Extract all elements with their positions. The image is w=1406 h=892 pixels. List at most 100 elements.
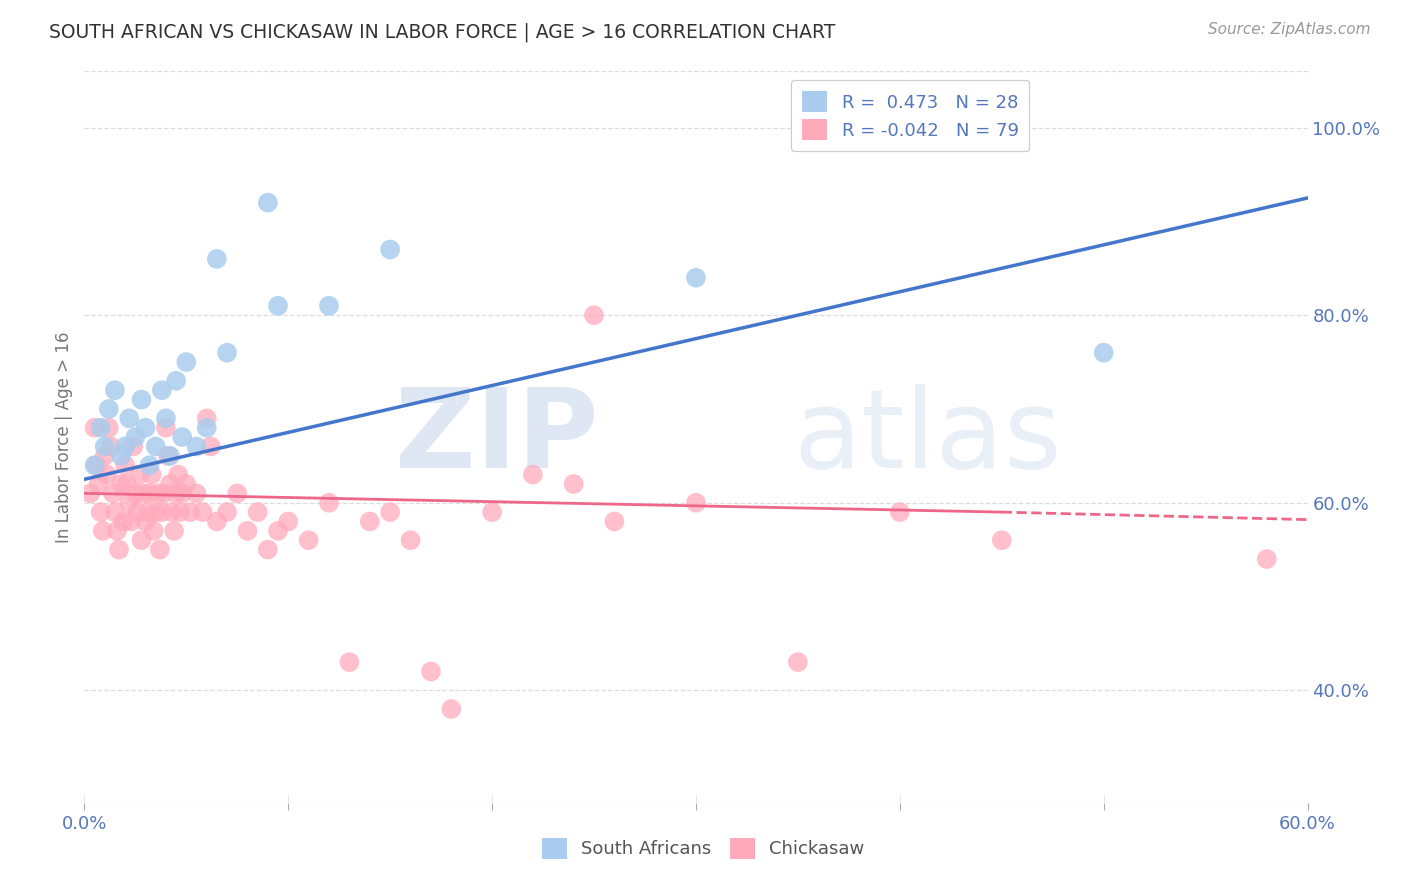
Point bbox=[97, 401, 120, 416]
Point bbox=[191, 505, 214, 519]
Point bbox=[135, 420, 157, 434]
Point bbox=[186, 440, 208, 454]
Point bbox=[889, 505, 911, 519]
Point bbox=[257, 542, 280, 557]
Point bbox=[150, 505, 173, 519]
Point bbox=[136, 505, 159, 519]
Point bbox=[115, 477, 138, 491]
Point bbox=[83, 420, 105, 434]
Point bbox=[267, 524, 290, 538]
Point bbox=[205, 515, 228, 529]
Point bbox=[159, 477, 181, 491]
Point bbox=[124, 430, 146, 444]
Text: SOUTH AFRICAN VS CHICKASAW IN LABOR FORCE | AGE > 16 CORRELATION CHART: SOUTH AFRICAN VS CHICKASAW IN LABOR FORC… bbox=[49, 22, 835, 42]
Point bbox=[146, 486, 169, 500]
Point bbox=[236, 524, 259, 538]
Legend: South Africans, Chickasaw: South Africans, Chickasaw bbox=[530, 827, 876, 870]
Point bbox=[172, 486, 194, 500]
Point bbox=[562, 477, 585, 491]
Point bbox=[110, 477, 132, 491]
Point bbox=[1092, 345, 1115, 359]
Point bbox=[104, 505, 127, 519]
Point bbox=[132, 486, 155, 500]
Y-axis label: In Labor Force | Age > 16: In Labor Force | Age > 16 bbox=[55, 331, 73, 543]
Point bbox=[83, 458, 105, 473]
Point bbox=[195, 411, 218, 425]
Point bbox=[217, 505, 239, 519]
Point bbox=[165, 374, 187, 388]
Point bbox=[217, 345, 239, 359]
Point bbox=[174, 477, 197, 491]
Point bbox=[380, 243, 402, 257]
Point bbox=[522, 467, 544, 482]
Point bbox=[359, 515, 381, 529]
Point bbox=[318, 496, 340, 510]
Point bbox=[1256, 552, 1278, 566]
Point bbox=[603, 515, 626, 529]
Point bbox=[257, 195, 280, 210]
Point bbox=[163, 524, 186, 538]
Point bbox=[104, 383, 127, 397]
Point bbox=[172, 430, 194, 444]
Point bbox=[160, 505, 183, 519]
Point bbox=[205, 252, 228, 266]
Point bbox=[87, 477, 110, 491]
Legend: R =  0.473   N = 28, R = -0.042   N = 79: R = 0.473 N = 28, R = -0.042 N = 79 bbox=[792, 80, 1029, 151]
Point bbox=[298, 533, 321, 548]
Point bbox=[93, 440, 115, 454]
Point bbox=[96, 467, 118, 482]
Point bbox=[90, 505, 112, 519]
Point bbox=[127, 505, 149, 519]
Point bbox=[93, 449, 115, 463]
Point bbox=[991, 533, 1014, 548]
Point bbox=[108, 542, 131, 557]
Point bbox=[101, 486, 124, 500]
Point bbox=[167, 467, 190, 482]
Point bbox=[128, 467, 150, 482]
Point bbox=[318, 299, 340, 313]
Point bbox=[141, 467, 163, 482]
Point bbox=[339, 655, 361, 669]
Point bbox=[226, 486, 249, 500]
Point bbox=[131, 533, 153, 548]
Point bbox=[153, 486, 176, 500]
Point bbox=[169, 505, 191, 519]
Point bbox=[195, 420, 218, 434]
Point bbox=[149, 542, 172, 557]
Point bbox=[685, 270, 707, 285]
Point bbox=[138, 486, 160, 500]
Point bbox=[685, 496, 707, 510]
Point bbox=[97, 420, 120, 434]
Point bbox=[114, 440, 136, 454]
Point bbox=[124, 486, 146, 500]
Point bbox=[440, 702, 463, 716]
Text: Source: ZipAtlas.com: Source: ZipAtlas.com bbox=[1208, 22, 1371, 37]
Point bbox=[174, 355, 197, 369]
Point bbox=[267, 299, 290, 313]
Point bbox=[150, 383, 173, 397]
Point bbox=[246, 505, 269, 519]
Point bbox=[110, 449, 132, 463]
Point bbox=[156, 449, 179, 463]
Point bbox=[79, 486, 101, 500]
Point bbox=[481, 505, 503, 519]
Point bbox=[145, 505, 167, 519]
Point bbox=[138, 458, 160, 473]
Point bbox=[86, 458, 108, 473]
Point bbox=[200, 440, 222, 454]
Point bbox=[155, 411, 177, 425]
Point bbox=[135, 515, 157, 529]
Point bbox=[131, 392, 153, 407]
Point bbox=[105, 524, 128, 538]
Point bbox=[179, 505, 201, 519]
Point bbox=[787, 655, 810, 669]
Point bbox=[165, 486, 187, 500]
Point bbox=[159, 449, 181, 463]
Point bbox=[583, 308, 606, 322]
Point bbox=[122, 440, 145, 454]
Point bbox=[100, 440, 122, 454]
Point bbox=[145, 440, 167, 454]
Point bbox=[155, 420, 177, 434]
Point bbox=[112, 515, 135, 529]
Point bbox=[114, 458, 136, 473]
